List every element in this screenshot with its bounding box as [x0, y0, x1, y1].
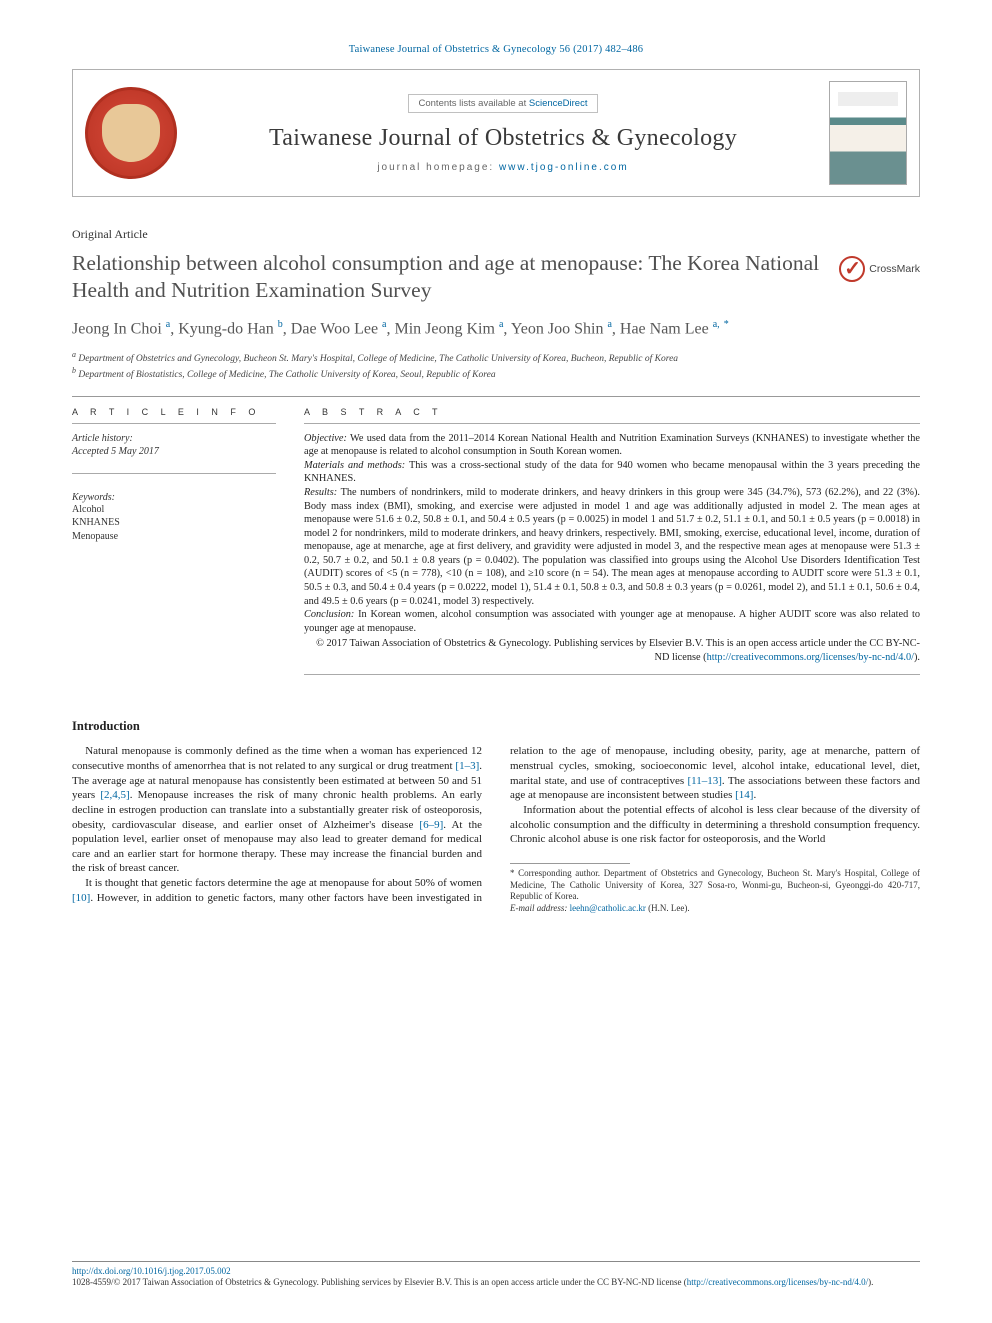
contents-prefix: Contents lists available at: [419, 98, 529, 109]
homepage-link[interactable]: www.tjog-online.com: [499, 162, 629, 173]
footnotes: * Corresponding author. Department of Ob…: [510, 868, 920, 915]
introduction-heading: Introduction: [72, 719, 920, 734]
abs-copyright-tail: ).: [914, 652, 920, 663]
email-label: E-mail address:: [510, 903, 570, 913]
crossmark-label: CrossMark: [869, 263, 920, 275]
sciencedirect-link[interactable]: ScienceDirect: [529, 98, 588, 109]
abs-conclusion: In Korean women, alcohol consumption was…: [304, 609, 920, 634]
divider: [304, 423, 920, 424]
affiliations: a Department of Obstetrics and Gynecolog…: [72, 350, 920, 382]
divider: [72, 396, 920, 397]
journal-logo: [85, 87, 177, 179]
abs-objective: We used data from the 2011–2014 Korean N…: [304, 433, 920, 458]
keyword-item: KNHANES: [72, 516, 276, 530]
crossmark-icon: [839, 256, 865, 282]
citation-line: Taiwanese Journal of Obstetrics & Gyneco…: [72, 44, 920, 55]
ref-link[interactable]: [2,4,5]: [100, 789, 129, 801]
article-title: Relationship between alcohol consumption…: [72, 250, 823, 304]
doi-link[interactable]: http://dx.doi.org/10.1016/j.tjog.2017.05…: [72, 1266, 231, 1276]
divider: [72, 423, 276, 424]
intro-paragraph: Natural menopause is commonly defined as…: [72, 744, 482, 876]
abs-results-label: Results:: [304, 487, 337, 498]
affiliation-b: b Department of Biostatistics, College o…: [72, 366, 920, 382]
license-link[interactable]: http://creativecommons.org/licenses/by-n…: [687, 1277, 868, 1287]
footer-strip: http://dx.doi.org/10.1016/j.tjog.2017.05…: [72, 1261, 920, 1289]
intro-paragraph: Information about the potential effects …: [510, 803, 920, 847]
journal-cover-thumbnail: [829, 81, 907, 185]
keywords-label: Keywords:: [72, 492, 276, 503]
abstract-body: Objective: We used data from the 2011–20…: [304, 432, 920, 665]
history-label: Article history:: [72, 433, 133, 444]
body-text: Natural menopause is commonly defined as…: [72, 744, 920, 914]
journal-header: Contents lists available at ScienceDirec…: [72, 69, 920, 197]
ref-link[interactable]: [11–13]: [688, 775, 722, 787]
journal-name: Taiwanese Journal of Obstetrics & Gyneco…: [191, 125, 815, 152]
issn-line: 1028-4559/© 2017 Taiwan Association of O…: [72, 1277, 687, 1287]
corresponding-label: * Corresponding author.: [510, 868, 604, 878]
license-link[interactable]: http://creativecommons.org/licenses/by-n…: [707, 652, 914, 663]
journal-homepage: journal homepage: www.tjog-online.com: [191, 162, 815, 173]
abs-methods-label: Materials and methods:: [304, 460, 405, 471]
divider: [304, 674, 920, 675]
keyword-item: Alcohol: [72, 503, 276, 517]
ref-link[interactable]: [10]: [72, 892, 90, 904]
affiliation-a: a Department of Obstetrics and Gynecolog…: [72, 350, 920, 366]
abs-conclusion-label: Conclusion:: [304, 609, 354, 620]
email-link[interactable]: leehn@catholic.ac.kr: [570, 903, 646, 913]
divider: [72, 473, 276, 474]
crossmark-badge[interactable]: CrossMark: [839, 256, 920, 282]
history-value: Accepted 5 May 2017: [72, 446, 159, 457]
article-info-heading: A R T I C L E I N F O: [72, 407, 276, 417]
ref-link[interactable]: [6–9]: [419, 819, 443, 831]
abs-objective-label: Objective:: [304, 433, 347, 444]
abstract-heading: A B S T R A C T: [304, 407, 920, 417]
ref-link[interactable]: [1–3]: [455, 760, 479, 772]
author-list: Jeong In Choi a, Kyung-do Han b, Dae Woo…: [72, 318, 920, 340]
email-tail: (H.N. Lee).: [646, 903, 690, 913]
keyword-item: Menopause: [72, 530, 276, 544]
abs-results: The numbers of nondrinkers, mild to mode…: [304, 487, 920, 607]
article-type: Original Article: [72, 227, 920, 242]
homepage-prefix: journal homepage:: [377, 162, 499, 173]
ref-link[interactable]: [14]: [735, 789, 753, 801]
keywords-list: Alcohol KNHANES Menopause: [72, 503, 276, 544]
footnote-rule: [510, 863, 630, 864]
contents-available: Contents lists available at ScienceDirec…: [408, 94, 599, 113]
issn-line-tail: ).: [868, 1277, 873, 1287]
